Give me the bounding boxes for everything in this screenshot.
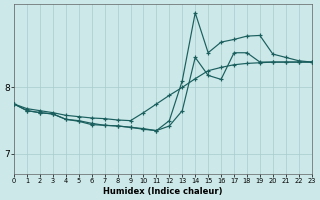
X-axis label: Humidex (Indice chaleur): Humidex (Indice chaleur) — [103, 187, 223, 196]
